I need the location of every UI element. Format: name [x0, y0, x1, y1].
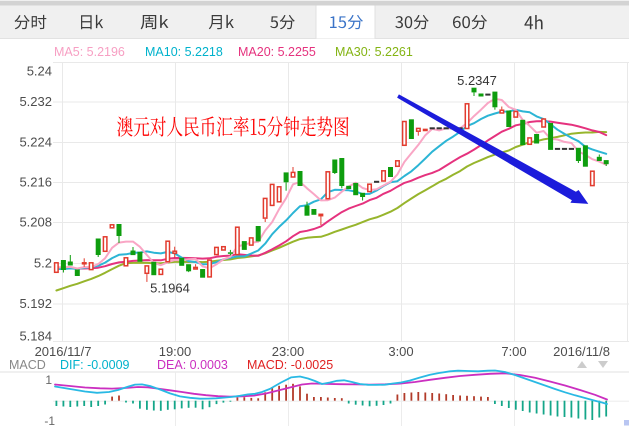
svg-text:5.192: 5.192 — [19, 296, 52, 311]
svg-text:MA20: 5.2255: MA20: 5.2255 — [238, 45, 316, 59]
svg-text:2016/11/7: 2016/11/7 — [35, 344, 92, 359]
svg-text:MA10: 5.2218: MA10: 5.2218 — [145, 45, 223, 59]
svg-text:-1: -1 — [44, 414, 55, 426]
svg-text:5.2: 5.2 — [34, 256, 52, 271]
svg-text:5.224: 5.224 — [19, 135, 52, 150]
svg-text:MACD: -0.0025: MACD: -0.0025 — [247, 358, 333, 372]
svg-text:5.2347: 5.2347 — [457, 73, 497, 88]
svg-text:5.232: 5.232 — [19, 94, 52, 109]
svg-text:7:00: 7:00 — [501, 344, 526, 359]
svg-text:5.24: 5.24 — [27, 64, 52, 79]
svg-text:5.208: 5.208 — [19, 215, 52, 230]
svg-text:5.1964: 5.1964 — [150, 281, 190, 296]
svg-text:3:00: 3:00 — [388, 344, 413, 359]
svg-text:19:00: 19:00 — [159, 344, 192, 359]
svg-text:MACD: MACD — [9, 358, 46, 372]
svg-text:DEA: 0.0003: DEA: 0.0003 — [157, 358, 228, 372]
svg-text:2016/11/8: 2016/11/8 — [553, 344, 610, 359]
svg-text:1: 1 — [45, 373, 52, 387]
svg-text:5.184: 5.184 — [19, 329, 52, 344]
svg-text:MA30: 5.2261: MA30: 5.2261 — [335, 45, 413, 59]
svg-text:DIF: -0.0009: DIF: -0.0009 — [60, 358, 130, 372]
svg-text:5.216: 5.216 — [19, 175, 52, 190]
svg-text:MA5: 5.2196: MA5: 5.2196 — [54, 45, 125, 59]
svg-text:23:00: 23:00 — [272, 344, 305, 359]
